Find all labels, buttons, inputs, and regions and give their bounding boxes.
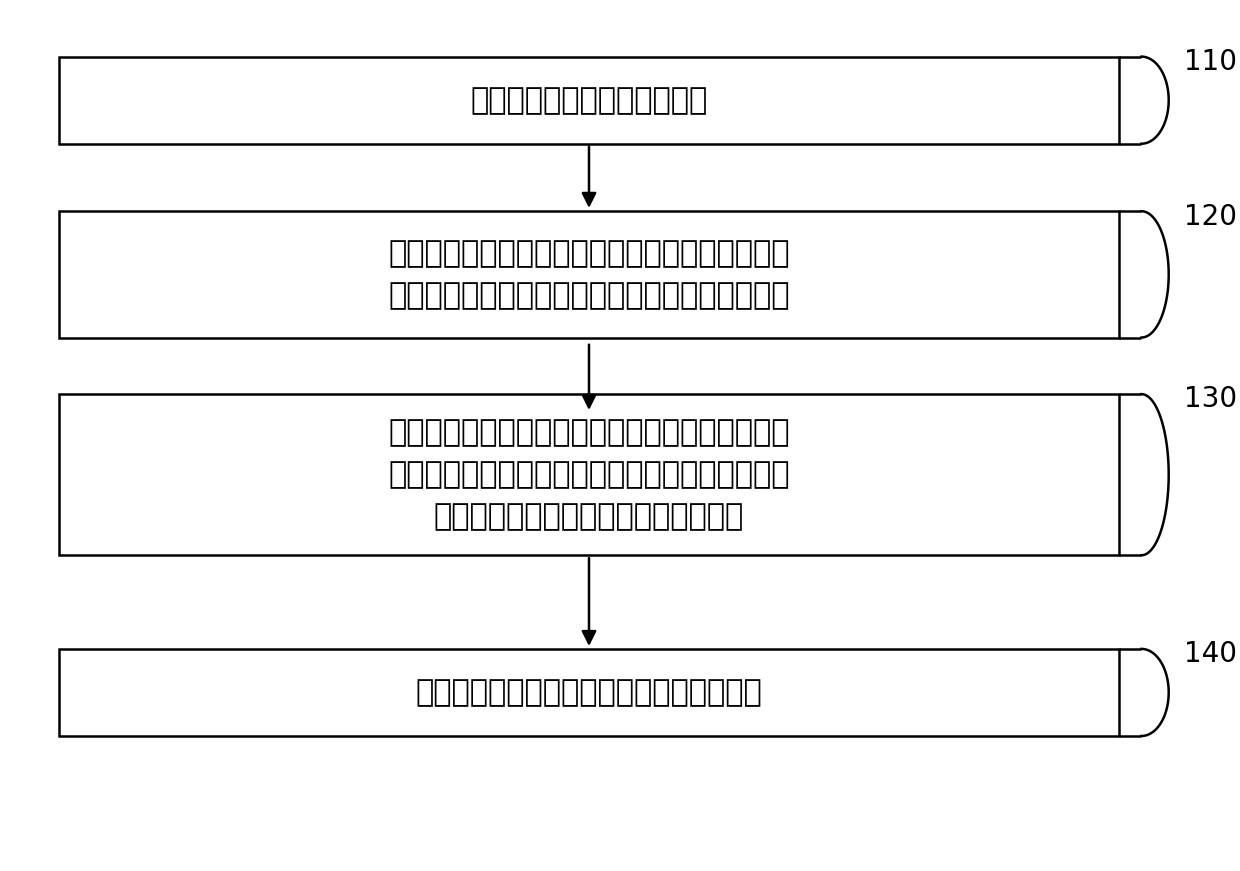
Text: 信息进行异常判断，以获取判断结果，并根据所述: 信息进行异常判断，以获取判断结果，并根据所述 bbox=[388, 460, 790, 490]
Text: 120: 120 bbox=[1183, 202, 1236, 231]
Text: 当参数信息符合预设条件时，对所述参数信息进行: 当参数信息符合预设条件时，对所述参数信息进行 bbox=[388, 239, 790, 268]
Text: 130: 130 bbox=[1183, 385, 1236, 414]
FancyBboxPatch shape bbox=[58, 211, 1118, 338]
FancyBboxPatch shape bbox=[58, 394, 1118, 556]
FancyBboxPatch shape bbox=[58, 649, 1118, 736]
Text: 根据所述第一类别信息确定的处理策略对所述参数: 根据所述第一类别信息确定的处理策略对所述参数 bbox=[388, 418, 790, 448]
FancyBboxPatch shape bbox=[58, 57, 1118, 144]
Text: 获取所述核电设备的参数信息: 获取所述核电设备的参数信息 bbox=[470, 85, 708, 115]
Text: 第一分类处理以获取所述参数信息的第一类别信息: 第一分类处理以获取所述参数信息的第一类别信息 bbox=[388, 280, 790, 310]
Text: 根据所述显示方式对所述参数信息进行显示: 根据所述显示方式对所述参数信息进行显示 bbox=[415, 678, 763, 707]
Text: 140: 140 bbox=[1183, 640, 1236, 668]
Text: 110: 110 bbox=[1183, 48, 1236, 76]
Text: 判断结果确定所述参数信息的显示方式: 判断结果确定所述参数信息的显示方式 bbox=[434, 502, 744, 531]
